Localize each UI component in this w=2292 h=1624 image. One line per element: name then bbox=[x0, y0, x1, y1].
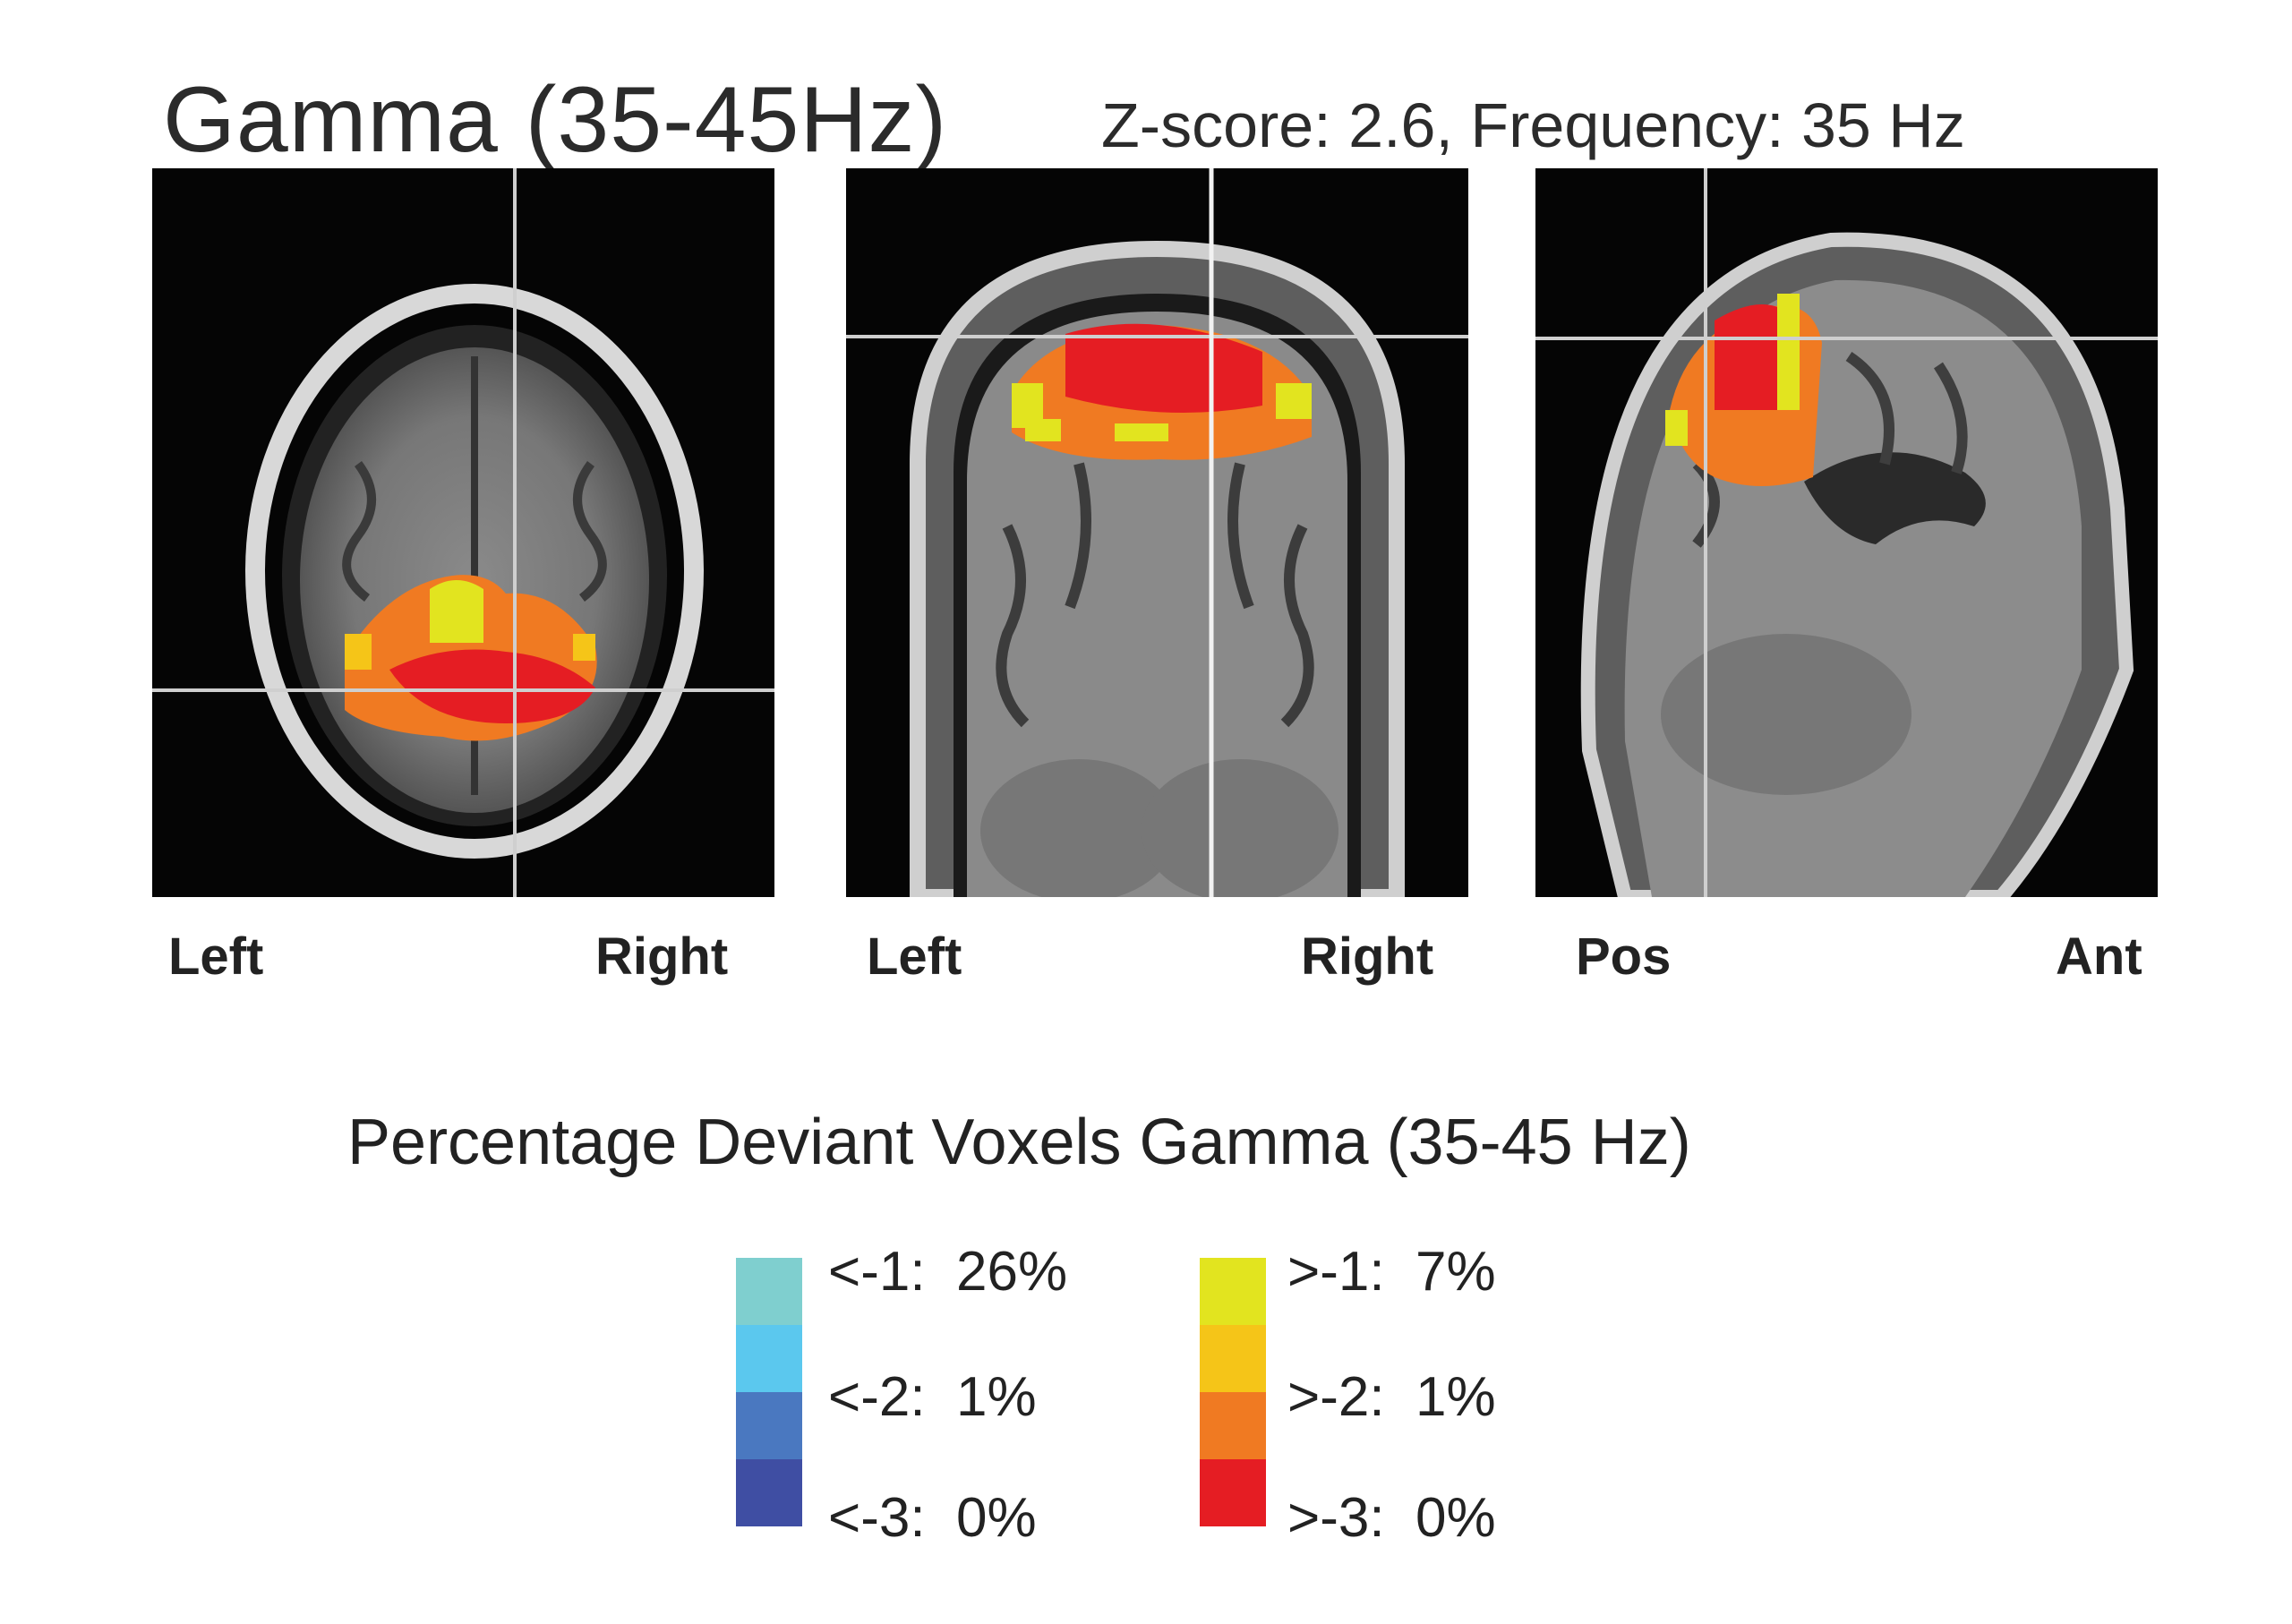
legend-label-neg-2: <-2: 1% bbox=[828, 1366, 1037, 1428]
legend-label-neg-1: <-1: 26% bbox=[828, 1241, 1068, 1303]
sagittal-brain-image bbox=[1535, 168, 2158, 897]
coronal-left-label: Left bbox=[867, 927, 962, 986]
axial-left-label: Left bbox=[168, 927, 264, 986]
legend-swatch-neg-2b bbox=[736, 1392, 802, 1459]
sagittal-anterior-label: Ant bbox=[2056, 927, 2142, 986]
legend-swatch-neg-1 bbox=[736, 1258, 802, 1325]
legend-swatch-pos-1b bbox=[1200, 1325, 1266, 1392]
legend-swatch-neg-3 bbox=[736, 1459, 802, 1526]
coronal-brain-image bbox=[846, 168, 1468, 897]
legend-label-pos-2: >-2: 1% bbox=[1287, 1366, 1496, 1428]
legend-swatch-pos-1 bbox=[1200, 1258, 1266, 1325]
legend-swatch-neg-2 bbox=[736, 1325, 802, 1392]
figure-title: Gamma (35-45Hz) bbox=[163, 68, 948, 172]
axial-right-label: Right bbox=[595, 927, 729, 986]
legend-swatch-pos-2 bbox=[1200, 1392, 1266, 1459]
axial-brain-image bbox=[152, 168, 774, 897]
legend-title: Percentage Deviant Voxels Gamma (35-45 H… bbox=[347, 1107, 1691, 1178]
coronal-right-label: Right bbox=[1301, 927, 1434, 986]
sagittal-posterior-label: Pos bbox=[1576, 927, 1672, 986]
legend-label-pos-1: >-1: 7% bbox=[1287, 1241, 1496, 1303]
legend-label-neg-3: <-3: 0% bbox=[828, 1487, 1037, 1549]
figure-subtitle: Z-score: 2.6, Frequency: 35 Hz bbox=[1101, 90, 1965, 160]
legend-label-pos-3: >-3: 0% bbox=[1287, 1487, 1496, 1549]
legend-swatch-pos-3 bbox=[1200, 1459, 1266, 1526]
